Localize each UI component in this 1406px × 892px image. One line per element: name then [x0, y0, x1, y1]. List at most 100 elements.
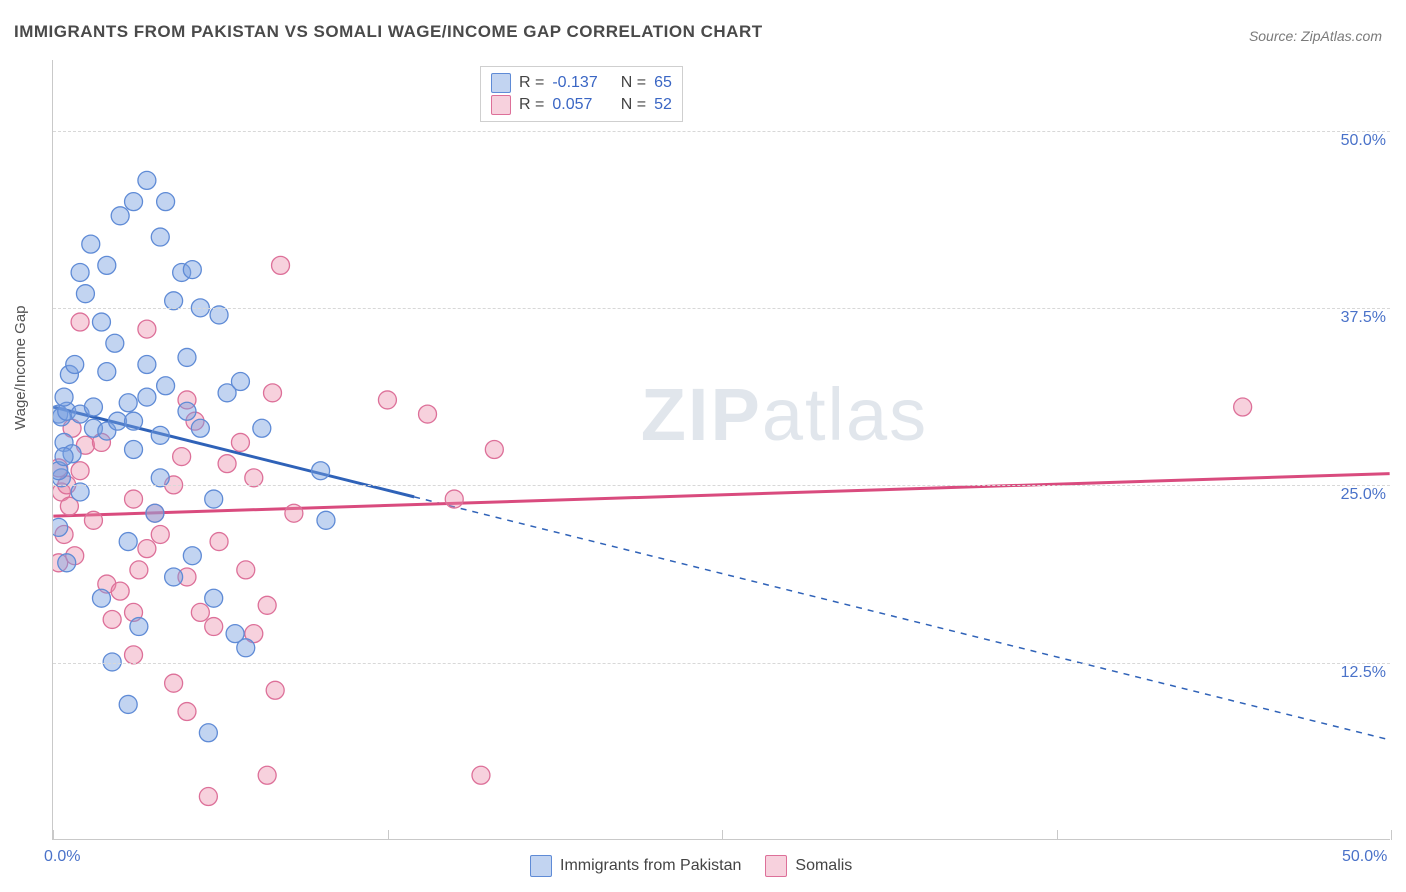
data-point	[63, 419, 81, 437]
data-point	[183, 547, 201, 565]
legend-swatch	[765, 855, 787, 877]
data-point	[125, 646, 143, 664]
data-point	[53, 469, 70, 487]
data-point	[231, 373, 249, 391]
data-point	[92, 433, 110, 451]
data-point	[138, 540, 156, 558]
data-point	[173, 448, 191, 466]
y-tick-label: 50.0%	[1341, 132, 1386, 150]
data-point	[258, 596, 276, 614]
data-point	[109, 412, 127, 430]
data-point	[165, 568, 183, 586]
data-point	[111, 582, 129, 600]
data-point	[60, 365, 78, 383]
data-point	[106, 334, 124, 352]
data-point	[186, 412, 204, 430]
trend-line-solid	[53, 407, 414, 497]
data-point	[266, 681, 284, 699]
source-label: Source: ZipAtlas.com	[1249, 28, 1382, 44]
data-point	[253, 419, 271, 437]
data-point	[53, 408, 70, 426]
legend-series-item: Somalis	[765, 855, 852, 877]
legend-n-value: 65	[654, 74, 672, 92]
data-point	[178, 568, 196, 586]
gridline	[53, 663, 1390, 664]
data-point	[237, 639, 255, 657]
legend-row: R = -0.137 N = 65	[491, 73, 672, 93]
data-point	[378, 391, 396, 409]
data-point	[66, 356, 84, 374]
data-point	[165, 292, 183, 310]
data-point	[125, 441, 143, 459]
x-tick-label-right: 50.0%	[1342, 848, 1387, 866]
data-point	[53, 405, 68, 423]
gridline	[53, 485, 1390, 486]
data-point	[138, 320, 156, 338]
data-point	[53, 554, 68, 572]
data-point	[98, 575, 116, 593]
data-point	[245, 625, 263, 643]
data-point	[53, 462, 68, 480]
legend-series-name: Somalis	[795, 857, 852, 875]
x-tick	[722, 830, 723, 840]
data-point	[119, 695, 137, 713]
data-point	[125, 193, 143, 211]
data-point	[178, 391, 196, 409]
data-point	[199, 788, 217, 806]
data-point	[285, 504, 303, 522]
data-point	[125, 412, 143, 430]
legend-r-label: R =	[519, 74, 544, 92]
data-point	[231, 433, 249, 451]
data-point	[55, 525, 73, 543]
data-point	[178, 348, 196, 366]
data-point	[55, 433, 73, 451]
data-point	[76, 285, 94, 303]
legend-r-label: R =	[519, 96, 544, 114]
data-point	[151, 469, 169, 487]
data-point	[53, 459, 68, 477]
data-point	[237, 561, 255, 579]
data-point	[151, 426, 169, 444]
chart-title: IMMIGRANTS FROM PAKISTAN VS SOMALI WAGE/…	[14, 22, 763, 42]
data-point	[165, 674, 183, 692]
legend-series: Immigrants from Pakistan Somalis	[530, 855, 852, 877]
data-point	[58, 402, 76, 420]
data-point	[205, 618, 223, 636]
y-tick-label: 37.5%	[1341, 309, 1386, 327]
data-point	[157, 193, 175, 211]
legend-swatch	[530, 855, 552, 877]
y-axis-label: Wage/Income Gap	[12, 305, 29, 430]
data-point	[138, 388, 156, 406]
data-point	[84, 511, 102, 529]
y-tick-label: 25.0%	[1341, 486, 1386, 504]
data-point	[245, 469, 263, 487]
data-point	[178, 402, 196, 420]
gridline	[53, 131, 1390, 132]
data-point	[53, 518, 68, 536]
data-point	[71, 405, 89, 423]
data-point	[111, 207, 129, 225]
data-point	[191, 603, 209, 621]
data-point	[138, 171, 156, 189]
legend-r-value: 0.057	[552, 96, 608, 114]
data-point	[119, 394, 137, 412]
data-point	[205, 589, 223, 607]
data-point	[151, 228, 169, 246]
x-tick	[1057, 830, 1058, 840]
data-point	[63, 445, 81, 463]
data-point	[82, 235, 100, 253]
legend-r-value: -0.137	[552, 74, 608, 92]
data-point	[71, 313, 89, 331]
data-point	[258, 766, 276, 784]
legend-swatch	[491, 73, 511, 93]
data-point	[103, 610, 121, 628]
data-point	[218, 455, 236, 473]
data-point	[58, 554, 76, 572]
data-point	[84, 419, 102, 437]
legend-row: R = 0.057 N = 52	[491, 95, 672, 115]
data-point	[419, 405, 437, 423]
data-point	[485, 441, 503, 459]
data-point	[71, 462, 89, 480]
data-point	[183, 261, 201, 279]
data-point	[98, 422, 116, 440]
